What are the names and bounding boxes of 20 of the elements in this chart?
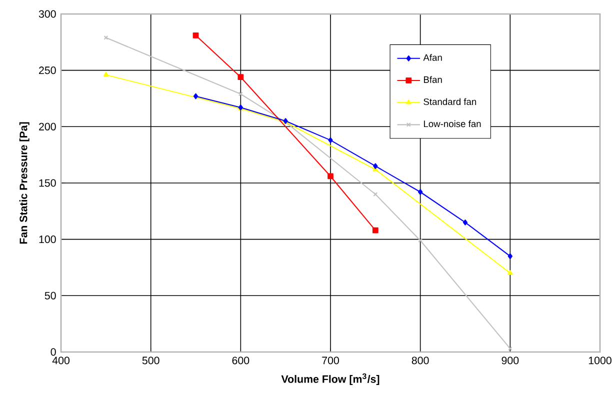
- x-tick-label: 600: [232, 356, 250, 364]
- x-tick-label: 500: [142, 356, 160, 364]
- legend-label: Standard fan: [424, 98, 476, 106]
- x-axis-title: Volume Flow [m$^{3}$/s]: [281, 373, 380, 385]
- x-tick-label: 900: [502, 356, 519, 364]
- y-tick-label: 150: [39, 179, 56, 187]
- legend-label: Afan: [423, 54, 442, 61]
- x-tick-label: 800: [412, 356, 429, 364]
- y-tick-label: 300: [38, 10, 56, 18]
- y-tick-label: 50: [44, 292, 56, 300]
- legend-label: Low-noise fan: [424, 120, 481, 128]
- y-tick-label: 0: [50, 348, 56, 356]
- x-tick-label: 400: [52, 356, 70, 364]
- y-axis-title: Fan Static Pressure [Pa]: [19, 122, 30, 244]
- legend-label: Bfan: [424, 76, 442, 83]
- x-tick-label: 700: [322, 356, 339, 364]
- y-tick-label: 200: [39, 122, 56, 130]
- x-tick-label: 1000: [588, 356, 612, 364]
- y-tick-label: 100: [39, 236, 56, 244]
- y-tick-label: 250: [39, 66, 56, 74]
